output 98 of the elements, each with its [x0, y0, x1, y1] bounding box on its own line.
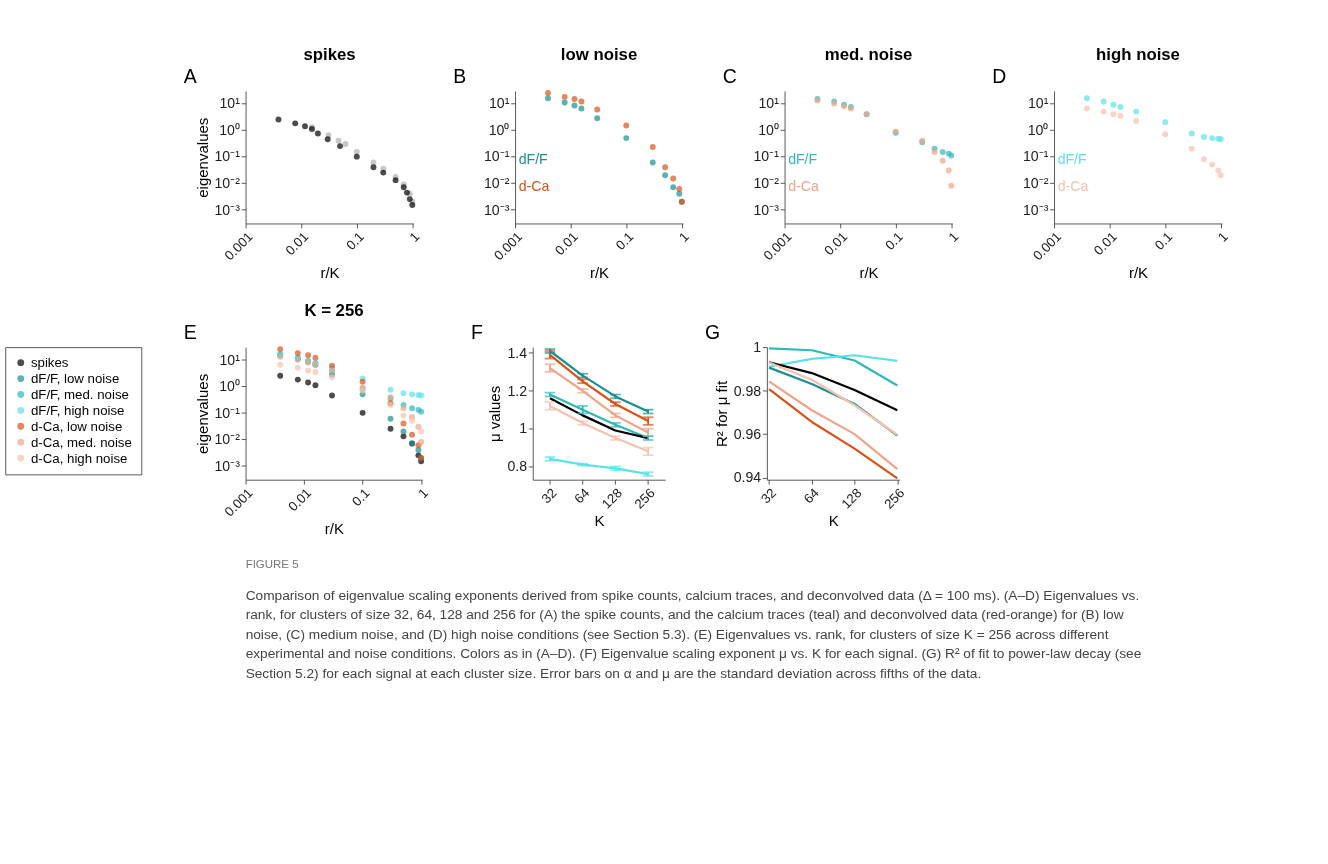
x-tick-label: 32	[538, 485, 560, 507]
y-tick-label: 10⁻¹	[214, 404, 241, 421]
x-tick-label: 0.01	[282, 229, 312, 258]
legend-label: dF/F, high noise	[30, 402, 125, 418]
text: experimental and noise conditions. Colors as in (A–D). (F) Eigenvalue scaling exponent μ vs. K for each signal. (G) R² of fit to power-law decay (see	[245, 646, 1142, 662]
x-axis-title: r/K	[320, 263, 340, 281]
y-tick-label: 10⁻³	[214, 201, 241, 218]
y-tick-label: 0.98	[733, 382, 762, 399]
y-axis-title: eigenvalues	[193, 373, 211, 454]
text: G	[705, 321, 721, 344]
y-tick-label: 10⁻²	[214, 431, 241, 448]
x-tick-label: 0.1	[612, 229, 637, 253]
y-tick-label: 10⁻³	[753, 201, 780, 218]
legend-label: d-Ca, low noise	[30, 418, 123, 434]
y-tick-label: 10⁻¹	[483, 148, 510, 165]
x-tick-label: 0.1	[343, 229, 367, 253]
y-tick-label: 1.2	[507, 382, 528, 399]
text: dF/F	[788, 151, 818, 168]
y-tick-label: 10⁻³	[214, 457, 241, 474]
text: noise, (C) medium noise, and (D) high noise conditions (see Section 5.3). (E) Eigenvalues vs. rank, for clusters of size K = 256 across different	[245, 626, 1109, 642]
x-tick-label: 64	[800, 485, 822, 507]
x-axis-title: r/K	[1128, 263, 1149, 281]
text: d-Ca	[1057, 177, 1089, 194]
y-tick-label: 10¹	[219, 95, 241, 112]
y-tick-label: 10⁻²	[214, 175, 241, 192]
legend-label: dF/F, low noise	[30, 371, 120, 386]
y-tick-label: 1	[519, 420, 528, 437]
y-tick-label: 0.96	[733, 425, 762, 442]
x-tick-label: 0.1	[1151, 229, 1176, 253]
caption: FIGURE 5	[245, 558, 299, 571]
x-axis-title: K	[828, 512, 839, 530]
y-tick-label: 10¹	[219, 351, 241, 368]
text: A	[183, 65, 197, 88]
y-tick-label: 10⁰	[219, 378, 240, 395]
x-tick-label: 64	[571, 485, 593, 507]
text: C	[722, 65, 737, 88]
text: d-Ca	[518, 177, 550, 194]
y-tick-label: 1	[753, 339, 762, 356]
legend-label: spikes	[30, 355, 69, 371]
text: D	[992, 65, 1007, 88]
y-tick-label: 10⁰	[1027, 121, 1049, 138]
chart-title: high noise	[1096, 45, 1180, 65]
legend-label: dF/F, med. noise	[30, 386, 129, 402]
y-tick-label: 10⁰	[219, 121, 240, 138]
text: E	[183, 321, 197, 344]
x-tick-label: 0.01	[821, 229, 851, 258]
x-tick-label: 0.01	[1090, 229, 1120, 258]
y-tick-label: 10¹	[758, 95, 780, 112]
x-axis-title: K	[594, 512, 605, 530]
legend-label: d-Ca, high noise	[30, 450, 128, 466]
x-tick-label: 256	[881, 485, 908, 512]
x-tick-label: 0.1	[882, 229, 906, 253]
x-tick-label: 1	[415, 485, 432, 502]
text: B	[453, 65, 467, 88]
x-axis-title: r/K	[324, 520, 345, 538]
x-tick-label: 128	[838, 485, 865, 512]
legend-label: d-Ca, med. noise	[30, 434, 132, 450]
chart-title: low noise	[560, 45, 638, 65]
text: Comparison of eigenvalue scaling exponents derived from spike counts, calcium traces, and deconvolved data (Δ = 100 ms). (A–D) Eigenvalues vs.	[245, 587, 1140, 603]
y-tick-label: 10⁻¹	[753, 148, 780, 165]
x-tick-label: 0.01	[285, 485, 315, 515]
text: dF/F	[1057, 151, 1088, 168]
y-tick-label: 10⁻³	[483, 201, 510, 218]
x-tick-label: 32	[758, 485, 780, 507]
x-tick-label: 0.1	[349, 485, 373, 510]
x-tick-label: 1	[676, 229, 692, 245]
y-tick-label: 10⁻¹	[214, 148, 241, 165]
y-tick-label: 10⁰	[758, 121, 779, 138]
y-axis-title: eigenvalues	[193, 117, 211, 198]
y-tick-label: 10⁻²	[483, 175, 510, 192]
x-tick-label: 1	[406, 229, 423, 245]
text: Section 5.2) for each signal at each cluster size. Error bars on α and μ are the standard deviation across fifths of the data.	[245, 665, 982, 681]
y-tick-label: 10⁻²	[1022, 175, 1049, 192]
x-axis-title: r/K	[589, 263, 610, 281]
y-tick-label: 0.94	[733, 469, 762, 486]
y-tick-label: 10⁻³	[1022, 201, 1049, 218]
y-tick-label: 10¹	[1027, 95, 1049, 112]
x-tick-label: 1	[945, 229, 962, 245]
y-axis-title: μ values	[486, 385, 504, 443]
chart-title: med. noise	[824, 45, 913, 65]
x-tick-label: 256	[631, 485, 658, 512]
chart-title: K = 256	[304, 301, 364, 321]
x-axis-title: r/K	[859, 263, 879, 281]
x-tick-label: 128	[598, 485, 626, 512]
y-tick-label: 10⁰	[488, 121, 510, 138]
y-tick-label: 1.4	[507, 344, 528, 361]
y-axis-title: R² for μ fit	[712, 379, 730, 448]
text: d-Ca	[788, 177, 819, 194]
y-tick-label: 0.8	[507, 458, 528, 475]
y-tick-label: 10⁻¹	[1022, 148, 1049, 165]
text: rank, for clusters of size 32, 64, 128 and 256 for (A) the spike counts, and the calcium traces (teal) and deconvolved data (red-orange) for (B) low	[245, 607, 1124, 623]
x-tick-label: 0.01	[551, 229, 581, 258]
x-tick-label: 1	[1215, 229, 1231, 245]
chart-title: spikes	[303, 45, 356, 65]
y-tick-label: 10⁻²	[753, 175, 780, 192]
y-tick-label: 10¹	[488, 95, 510, 112]
text: dF/F	[518, 151, 549, 168]
text: F	[470, 321, 483, 344]
